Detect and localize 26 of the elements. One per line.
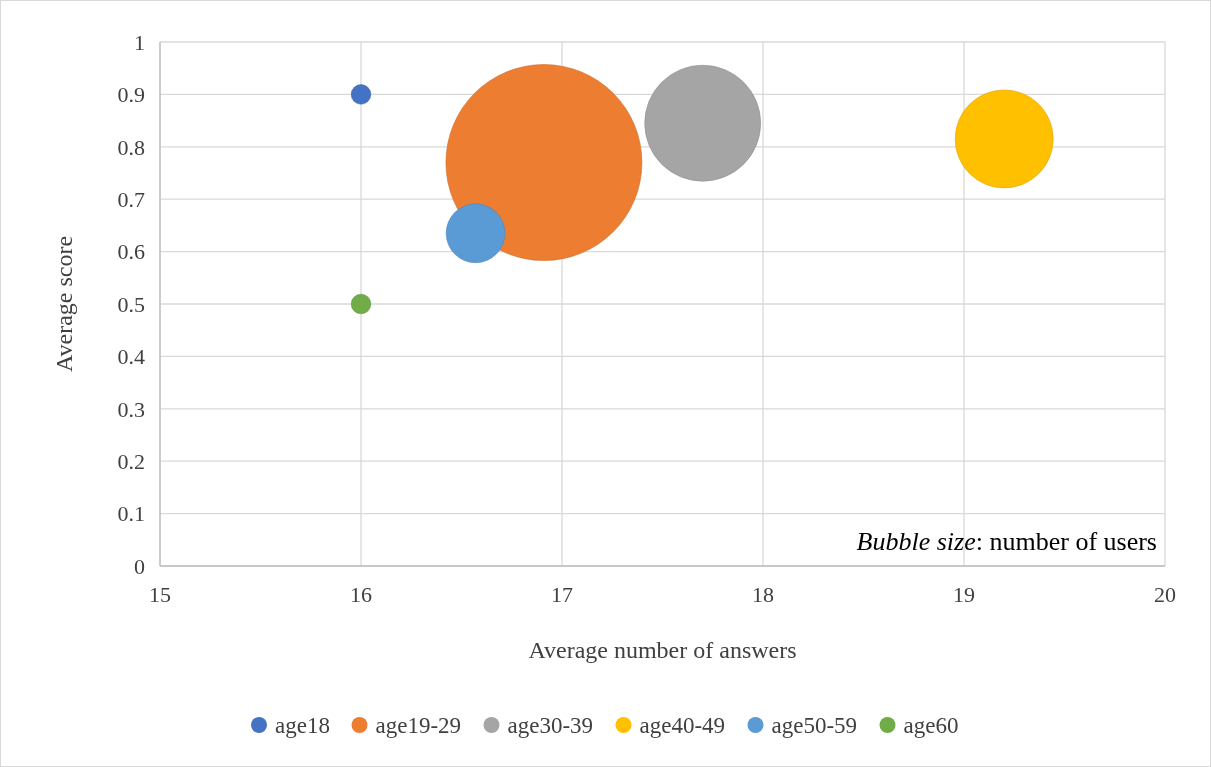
y-tick-label: 0.8 <box>117 134 145 160</box>
y-tick-label: 0.5 <box>117 291 145 317</box>
y-tick-label: 0.4 <box>117 344 145 370</box>
y-tick-label: 0.1 <box>117 501 145 527</box>
y-tick-label: 0.7 <box>117 186 145 212</box>
legend-label: age19-29 <box>375 713 462 739</box>
x-tick-label: 17 <box>551 582 573 607</box>
x-tick-label: 15 <box>149 582 171 607</box>
legend-label: age40-49 <box>639 713 726 739</box>
y-axis-title: Average score <box>51 235 77 373</box>
x-tick-label: 19 <box>953 582 975 607</box>
y-tick-label: 0 <box>134 553 145 579</box>
y-tick-label: 0.3 <box>117 396 145 422</box>
x-tick-label: 20 <box>1154 582 1176 607</box>
annotation: Bubble size: number of users <box>856 527 1157 556</box>
y-tick-label: 0.9 <box>117 82 145 108</box>
legend-label: age50-59 <box>771 713 858 739</box>
y-tick-label: 1 <box>134 29 145 55</box>
legend-label: age30-39 <box>507 713 594 739</box>
legend-label: age18 <box>275 713 330 739</box>
y-tick-label: 0.6 <box>117 239 145 265</box>
x-tick-label: 18 <box>752 582 774 607</box>
legend-label: age60 <box>903 713 959 739</box>
x-axis-title: Average number of answers <box>528 637 797 663</box>
x-tick-label: 16 <box>350 582 372 607</box>
y-tick-label: 0.2 <box>117 448 145 474</box>
